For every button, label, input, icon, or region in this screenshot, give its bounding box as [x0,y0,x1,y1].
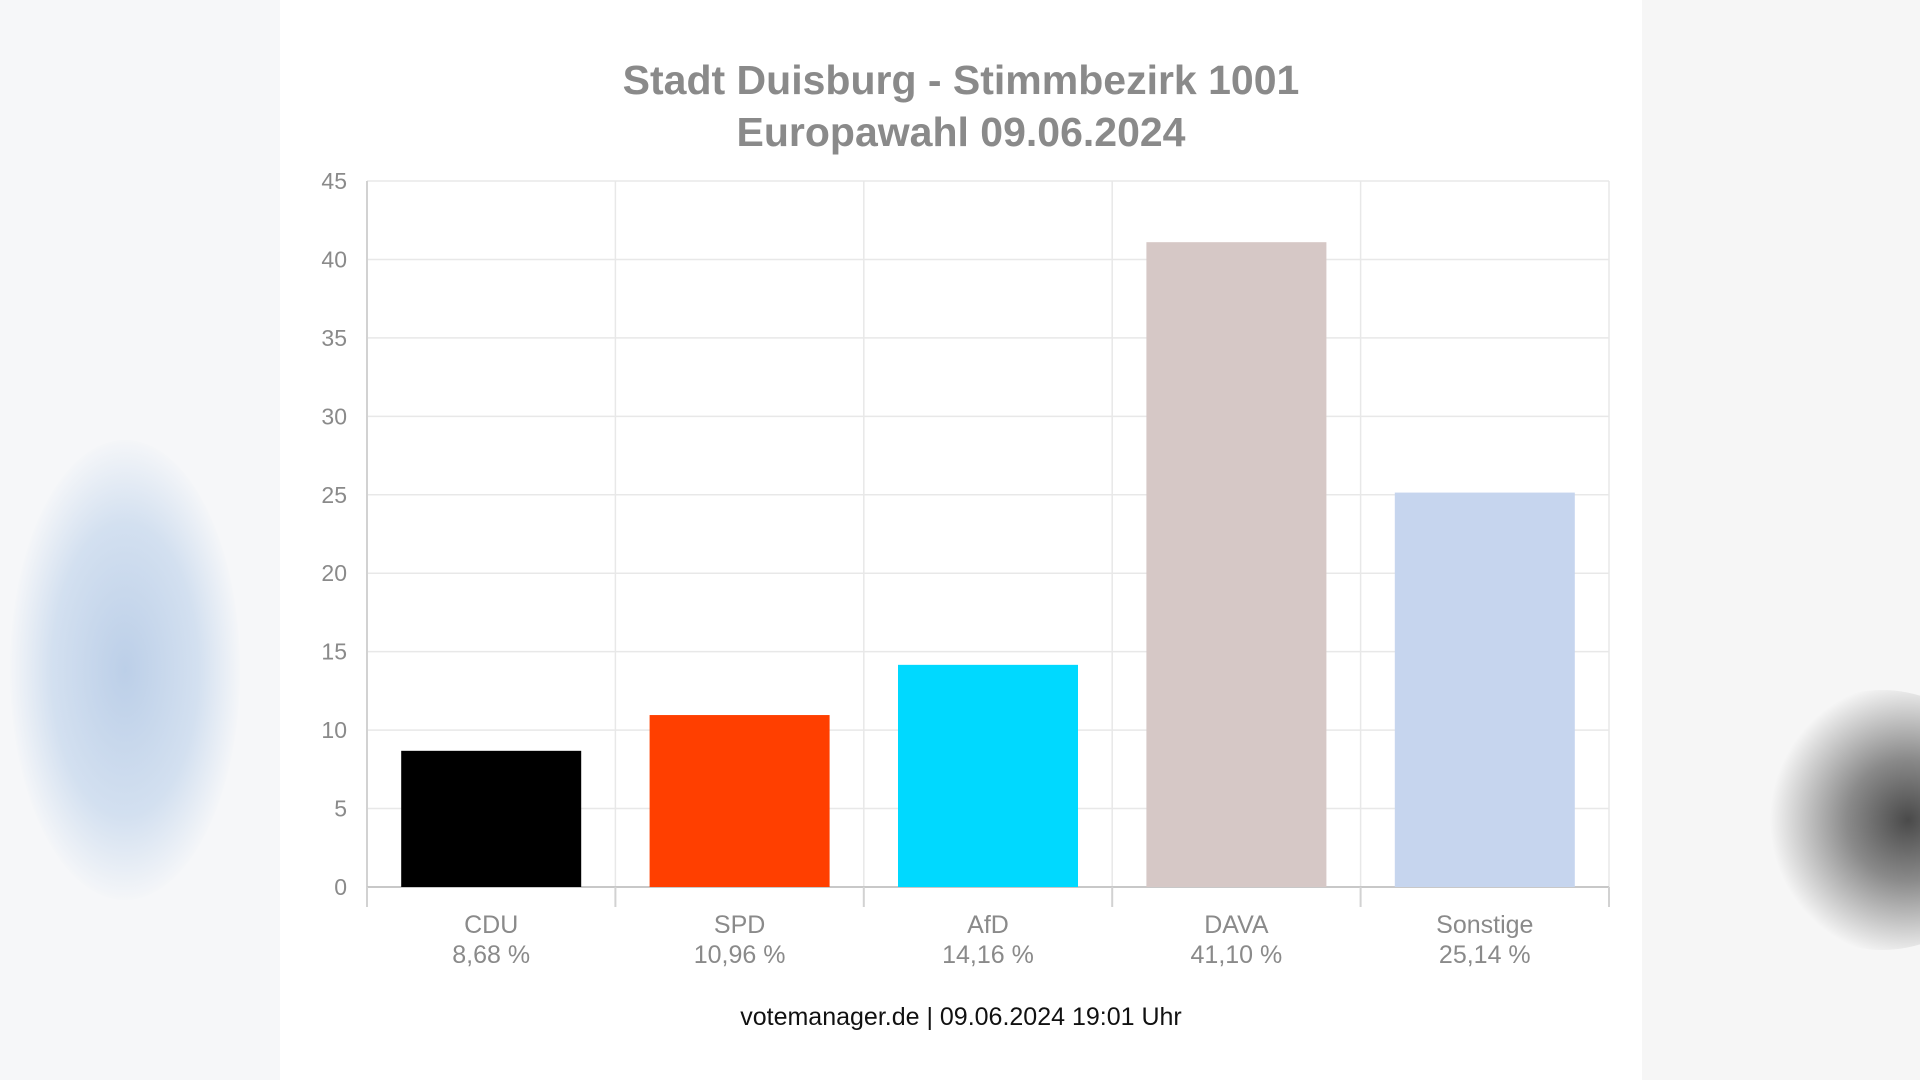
source-footer: votemanager.de | 09.06.2024 19:01 Uhr [740,1003,1182,1031]
x-category-label: AfD [967,911,1009,939]
y-tick-label: 45 [321,168,347,194]
bar-dava [1146,242,1327,888]
blurred-background-right [1642,0,1920,1080]
bar-afd [898,664,1078,887]
y-tick-label: 15 [321,639,347,665]
bar-sonstige [1394,492,1575,887]
bar-spd [649,715,830,887]
x-value-label: 41,10 % [1191,941,1283,969]
chart-title: Stadt Duisburg - Stimmbezirk 1001 [622,57,1300,103]
x-value-label: 25,14 % [1439,941,1531,969]
x-value-label: 8,68 % [452,941,530,969]
y-tick-label: 5 [334,796,347,822]
x-value-label: 14,16 % [942,941,1034,969]
y-tick-label: 30 [321,403,347,429]
y-tick-label: 25 [321,482,347,508]
x-category-label: CDU [464,911,518,939]
bar-cdu [401,750,582,887]
y-tick-label: 0 [334,874,347,900]
chart-subtitle: Europawahl 09.06.2024 [736,109,1186,155]
y-tick-label: 35 [321,325,347,351]
x-value-label: 10,96 % [694,941,786,969]
blurred-background-left [0,0,280,1080]
y-tick-label: 20 [321,560,347,586]
y-tick-label: 10 [321,717,347,743]
blurred-blob-left [10,440,240,900]
x-category-label: SPD [714,911,765,939]
y-tick-label: 40 [321,246,347,272]
x-category-label: Sonstige [1436,911,1533,939]
x-category-label: DAVA [1204,911,1269,939]
